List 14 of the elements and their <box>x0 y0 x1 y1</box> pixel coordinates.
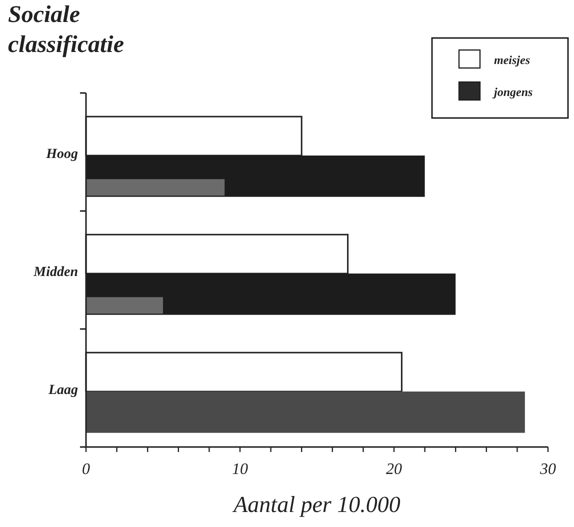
bar <box>86 297 163 314</box>
x-axis-title: Aantal per 10.000 <box>232 492 401 517</box>
x-tick-label: 20 <box>386 461 402 478</box>
y-tick-label: Midden <box>32 264 78 280</box>
bar <box>86 179 225 196</box>
legend-label: meisjes <box>494 53 530 67</box>
x-tick-label: 0 <box>82 461 90 478</box>
x-tick-label: 10 <box>232 461 248 478</box>
chart-title: Sociale classificatie <box>8 2 124 58</box>
y-tick-label: Laag <box>47 382 78 398</box>
legend-label: jongens <box>492 85 534 99</box>
bar <box>86 392 525 433</box>
y-tick-label: Hoog <box>45 146 78 162</box>
x-tick-label: 30 <box>539 461 556 478</box>
